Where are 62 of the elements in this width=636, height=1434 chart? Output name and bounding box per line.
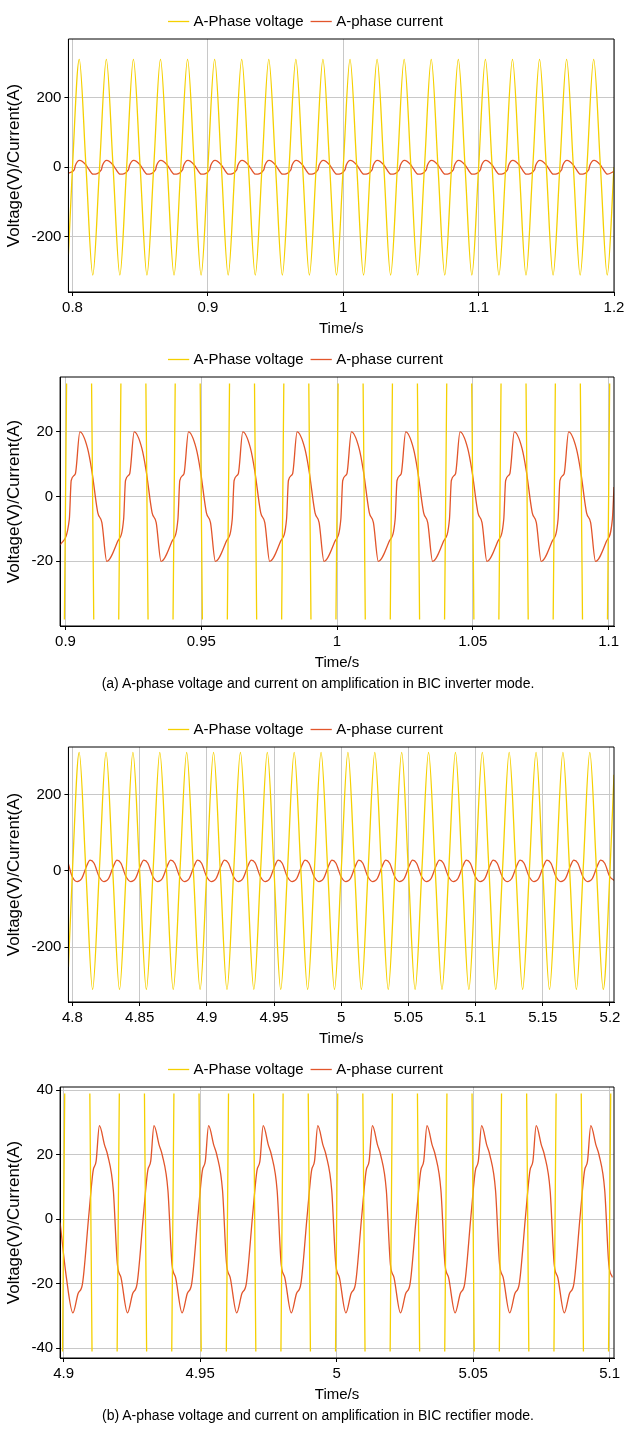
y-tick-label: -20 — [31, 551, 54, 569]
legend-label: A-Phase voltage — [193, 1059, 304, 1077]
text: (b) A-phase voltage and current on amplification in BIC rectifier mode. — [101, 1406, 535, 1425]
legend-label: A-phase current — [336, 11, 444, 29]
x-tick-label: 1.05 — [458, 632, 488, 650]
y-tick-label: 0 — [44, 1209, 54, 1227]
line-series — [60, 1125, 614, 1314]
x-axis-title: Time/s — [318, 1029, 364, 1047]
y-axis-title: Voltage(V)/Current(A) — [3, 83, 23, 248]
y-tick-label: 0 — [53, 157, 62, 175]
y-axis-title: Voltage(V)/Current(A) — [3, 419, 23, 584]
x-axis-title: Time/s — [318, 319, 364, 337]
x-tick-label: 5 — [337, 1008, 346, 1026]
line-series — [60, 431, 614, 562]
x-tick-label: 4.8 — [62, 1008, 83, 1026]
x-tick-label: 0.9 — [55, 632, 76, 650]
x-tick-label: 1.1 — [598, 632, 619, 650]
legend-label: A-Phase voltage — [193, 719, 304, 737]
x-tick-label: 4.9 — [196, 1008, 218, 1026]
x-tick-label: 5.05 — [393, 1008, 423, 1026]
y-tick-label: -200 — [31, 226, 62, 244]
y-tick-label: -40 — [31, 1338, 54, 1356]
line-series — [68, 58, 614, 276]
y-axis-title: Voltage(V)/Current(A) — [3, 792, 23, 957]
x-tick-label: 4.95 — [185, 1364, 215, 1382]
y-tick-label: 200 — [36, 784, 62, 802]
x-tick-label: 0.8 — [62, 298, 83, 316]
y-tick-label: -200 — [31, 937, 62, 955]
x-tick-label: 5.2 — [599, 1008, 621, 1026]
x-tick-label: 5.15 — [528, 1008, 558, 1026]
line-series — [68, 751, 614, 991]
x-tick-label: 5.05 — [458, 1364, 488, 1382]
legend-label: A-Phase voltage — [193, 11, 304, 29]
text: (a) A-phase voltage and current on amplification in BIC inverter mode. — [100, 674, 536, 693]
x-tick-label: 0.95 — [186, 632, 216, 650]
legend-label: A-phase current — [336, 349, 444, 367]
y-axis-title: Voltage(V)/Current(A) — [3, 1140, 23, 1305]
y-tick-label: 200 — [36, 88, 62, 106]
line-series — [68, 159, 614, 175]
y-tick-label: 40 — [36, 1080, 54, 1098]
x-tick-label: 4.85 — [125, 1008, 155, 1026]
y-tick-label: 20 — [36, 422, 54, 440]
legend-label: A-Phase voltage — [193, 349, 304, 367]
y-tick-label: 0 — [53, 861, 62, 879]
x-tick-label: 5.1 — [599, 1364, 621, 1382]
y-tick-label: -20 — [31, 1273, 54, 1291]
x-tick-label: 1.2 — [603, 298, 625, 316]
legend-label: A-phase current — [336, 1059, 444, 1077]
x-tick-label: 5 — [332, 1364, 341, 1382]
x-tick-label: 1 — [339, 298, 348, 316]
legend-label: A-phase current — [336, 719, 444, 737]
x-axis-title: Time/s — [314, 653, 360, 671]
x-axis-title: Time/s — [314, 1385, 360, 1403]
y-tick-label: 0 — [44, 486, 54, 504]
x-tick-label: 4.9 — [53, 1364, 75, 1382]
x-tick-label: 5.1 — [465, 1008, 487, 1026]
x-tick-label: 1.1 — [468, 298, 490, 316]
line-series — [68, 859, 614, 883]
x-tick-label: 4.95 — [259, 1008, 289, 1026]
y-tick-label: 20 — [36, 1144, 54, 1162]
x-tick-label: 0.9 — [197, 298, 219, 316]
x-tick-label: 1 — [332, 632, 342, 650]
